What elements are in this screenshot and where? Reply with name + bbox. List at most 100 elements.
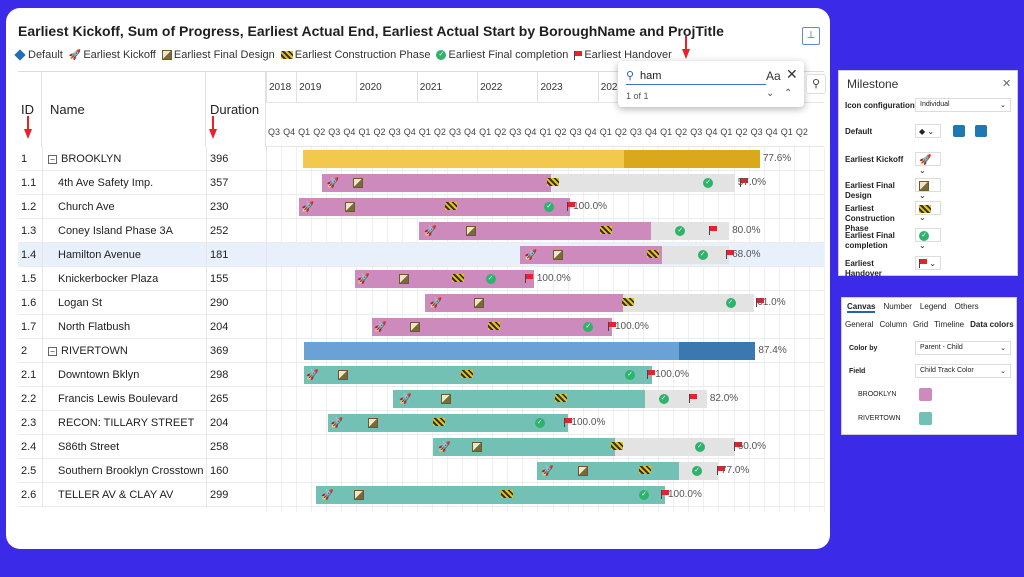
milestone-icon-picker[interactable]: 🚀 ⌄ <box>915 152 941 175</box>
icon-config-dropdown[interactable]: Individual ⌄ <box>915 98 1011 112</box>
search-icon[interactable]: ⚲ <box>806 74 826 94</box>
milestone-item-label: Earliest Final completion <box>845 231 895 250</box>
search-input[interactable] <box>626 69 766 85</box>
subtab-timeline[interactable]: Timeline <box>934 320 965 329</box>
tab-legend[interactable]: Legend <box>919 302 947 311</box>
task-bar[interactable] <box>328 414 569 432</box>
format-subtabs: General Column Grid Timeline Data colors <box>845 320 1014 329</box>
table-row[interactable]: 1.1 4th Ave Safety Imp. 357 <box>18 171 824 195</box>
rocket-icon: 🚀 <box>68 49 82 61</box>
column-header-id[interactable]: ID <box>18 72 42 147</box>
group-bar-end[interactable] <box>678 342 756 360</box>
chevron-down-icon: ⌄ <box>919 213 926 222</box>
task-bar[interactable] <box>519 246 663 264</box>
close-icon[interactable]: ✕ <box>786 66 798 82</box>
task-bar[interactable] <box>321 174 551 192</box>
task-bar[interactable] <box>393 390 646 408</box>
field-dropdown[interactable]: Child Track Color ⌄ <box>915 364 1011 378</box>
group-bar-end[interactable] <box>624 150 760 168</box>
close-icon[interactable]: ✕ <box>1002 78 1012 90</box>
chevron-down-icon: ⌄ <box>1000 368 1006 375</box>
column-header-duration[interactable]: Duration <box>206 72 266 147</box>
tab-others[interactable]: Others <box>954 302 979 311</box>
row-name: − RIVERTOWN <box>48 345 128 357</box>
legend-item[interactable]: Earliest Construction Phase <box>280 49 430 61</box>
gridline <box>808 147 810 512</box>
group-bar[interactable] <box>303 342 679 360</box>
milestone-icon-picker[interactable]: ⌄ <box>915 256 941 270</box>
color-by-dropdown[interactable]: Parent - Child ⌄ <box>915 341 1011 355</box>
task-bar[interactable] <box>299 198 571 216</box>
flag-icon <box>919 259 927 269</box>
icon-config-value: Individual <box>920 101 950 108</box>
legend-item[interactable]: ✓ Earliest Final completion <box>436 49 568 61</box>
gantt-visual: Earliest Kickoff, Sum of Progress, Earli… <box>6 8 830 549</box>
flag-icon <box>756 298 765 307</box>
default-color-swatch[interactable] <box>953 125 965 137</box>
hierarchy-icon[interactable]: ⊥ <box>802 27 820 45</box>
subtab-data-colors[interactable]: Data colors <box>970 320 1014 329</box>
row-id: 2.5 <box>21 465 37 477</box>
chevron-up-icon[interactable]: ⌃ <box>784 88 793 99</box>
table-row[interactable]: 2.1 Downtown Bklyn 298 <box>18 363 824 387</box>
task-bar[interactable] <box>419 222 651 240</box>
legend-item[interactable]: Earliest Final Design <box>161 49 275 61</box>
subtab-general[interactable]: General <box>845 320 874 329</box>
table-row[interactable]: 2 − RIVERTOWN 369 <box>18 339 824 363</box>
group-bar[interactable] <box>302 150 625 168</box>
table-row[interactable]: 1 − BROOKLYN 396 <box>18 147 824 171</box>
task-bar[interactable] <box>355 270 534 288</box>
milestone-icon-picker[interactable]: ✓ ⌄ <box>915 228 941 250</box>
quarter-label: Q4 <box>524 127 537 137</box>
task-bar[interactable] <box>425 294 624 312</box>
match-case-button[interactable]: Aa <box>766 69 781 83</box>
row-duration: 155 <box>210 273 229 285</box>
tab-number[interactable]: Number <box>883 302 912 311</box>
color-swatch-rivertown[interactable] <box>919 412 932 425</box>
table-row[interactable]: 2.4 S86th Street 258 <box>18 435 824 459</box>
year-label: 2022 <box>480 82 503 93</box>
task-bar[interactable] <box>316 486 665 504</box>
row-name: TELLER AV & CLAY AV <box>58 489 173 501</box>
color-swatch-brooklyn[interactable] <box>919 388 932 401</box>
default-icon-picker[interactable]: ◆ ⌄ <box>915 124 941 138</box>
table-row[interactable]: 1.6 Logan St 290 <box>18 291 824 315</box>
collapse-icon[interactable]: − <box>48 347 57 356</box>
column-divider <box>266 267 267 291</box>
quarter-label: Q4 <box>765 127 778 137</box>
gridline <box>643 147 645 512</box>
row-id: 2.4 <box>21 441 37 453</box>
subtab-grid[interactable]: Grid <box>913 320 929 329</box>
row-name-text: Church Ave <box>58 201 115 213</box>
subtab-column[interactable]: Column <box>879 320 908 329</box>
task-bar[interactable] <box>433 438 615 456</box>
task-bar[interactable] <box>303 366 653 384</box>
collapse-icon[interactable]: − <box>48 155 57 164</box>
construction-icon <box>611 442 624 450</box>
table-row[interactable]: 1.3 Coney Island Phase 3A 252 <box>18 219 824 243</box>
table-row[interactable]: 2.3 RECON: TILLARY STREET 204 <box>18 411 824 435</box>
column-header-name[interactable]: Name <box>42 72 206 147</box>
tab-canvas[interactable]: Canvas <box>847 302 876 313</box>
table-row[interactable]: 1.2 Church Ave 230 <box>18 195 824 219</box>
chevron-down-icon[interactable]: ⌄ <box>766 88 775 99</box>
row-duration: 298 <box>210 369 229 381</box>
default-color-swatch[interactable] <box>975 125 987 137</box>
search-popup: ⚲ ham Aa ✕ 1 of 1 ⌄ ⌃ <box>618 61 804 107</box>
legend-item[interactable]: Earliest Handover <box>574 49 672 61</box>
table-row[interactable]: 1.7 North Flatbush 204 <box>18 315 824 339</box>
construction-icon <box>280 51 293 59</box>
column-divider <box>266 219 267 243</box>
construction-icon <box>622 298 635 306</box>
column-divider <box>42 459 43 483</box>
milestone-icon-picker[interactable]: ⌄ <box>915 178 941 200</box>
table-row[interactable]: 2.5 Southern Brooklyn Crosstown 160 <box>18 459 824 483</box>
milestone-icon-picker[interactable]: ⌄ <box>915 201 941 222</box>
task-bar[interactable] <box>536 462 679 480</box>
column-divider <box>206 339 207 363</box>
table-row[interactable]: 2.6 TELLER AV & CLAY AV 299 <box>18 483 824 507</box>
table-row[interactable]: 1.5 Knickerbocker Plaza 155 <box>18 267 824 291</box>
legend-item[interactable]: 🚀 Earliest Kickoff <box>69 49 156 61</box>
table-row[interactable]: 2.2 Francis Lewis Boulevard 265 <box>18 387 824 411</box>
legend-item[interactable]: Default <box>14 49 63 61</box>
